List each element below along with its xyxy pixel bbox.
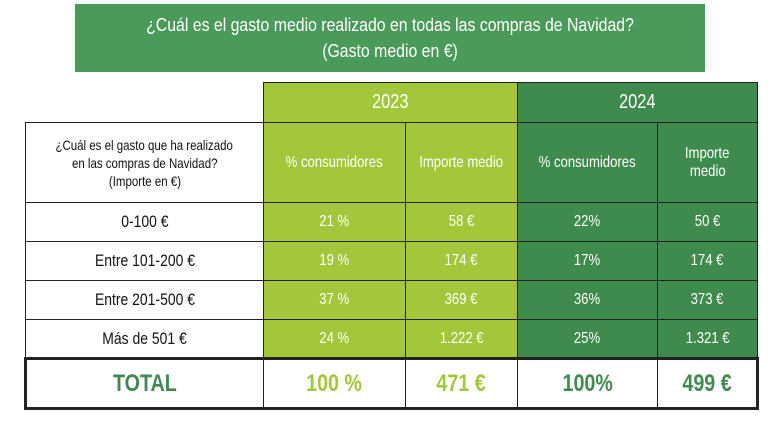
row-pct-2024: 25% <box>517 319 658 359</box>
row-pct-2024: 17% <box>517 241 658 281</box>
question-line-1: ¿Cuál es el gasto que ha realizado <box>55 136 234 153</box>
title-line-1: ¿Cuál es el gasto medio realizado en tod… <box>146 15 634 35</box>
table-row: Entre 201-500 € 37 % 369 € 36% 373 € <box>25 280 758 320</box>
spending-table: 2023 2024 ¿Cuál es el gasto que ha reali… <box>24 82 759 410</box>
table-row: Más de 501 € 24 % 1.222 € 25% 1.321 € <box>25 319 758 359</box>
row-range: Entre 201-500 € <box>25 280 264 320</box>
header-amount-2024: Importe medio <box>657 122 758 203</box>
row-range: Más de 501 € <box>25 319 264 359</box>
row-amount-2023: 369 € <box>405 280 518 320</box>
row-pct-2023: 19 % <box>263 241 406 281</box>
question-line-3: (Importe en €) <box>108 172 181 189</box>
row-amount-2024: 50 € <box>657 202 758 242</box>
total-pct-2024: 100% <box>517 357 658 410</box>
total-pct-2023: 100 % <box>263 357 406 410</box>
table-row: 0-100 € 21 % 58 € 22% 50 € <box>25 202 758 242</box>
year-header-row: 2023 2024 <box>25 82 758 123</box>
row-amount-2023: 58 € <box>405 202 518 242</box>
blank-corner <box>25 82 264 123</box>
total-amount-2023: 471 € <box>405 357 518 410</box>
table-row: Entre 101-200 € 19 % 174 € 17% 174 € <box>25 241 758 281</box>
row-range: 0-100 € <box>25 202 264 242</box>
header-pct-2024: % consumidores <box>517 122 658 203</box>
row-amount-2023: 174 € <box>405 241 518 281</box>
row-pct-2023: 24 % <box>263 319 406 359</box>
row-pct-2024: 36% <box>517 280 658 320</box>
question-header: ¿Cuál es el gasto que ha realizado en la… <box>25 122 264 203</box>
title-banner: ¿Cuál es el gasto medio realizado en tod… <box>74 4 706 72</box>
header-amount-2023: Importe medio <box>405 122 518 203</box>
row-amount-2023: 1.222 € <box>405 319 518 359</box>
row-pct-2023: 21 % <box>263 202 406 242</box>
row-range: Entre 101-200 € <box>25 241 264 281</box>
row-pct-2024: 22% <box>517 202 658 242</box>
row-pct-2023: 37 % <box>263 280 406 320</box>
year-2024-header: 2024 <box>517 82 758 123</box>
total-row: TOTAL 100 % 471 € 100% 499 € <box>24 357 759 410</box>
row-amount-2024: 1.321 € <box>657 319 758 359</box>
column-header-row: ¿Cuál es el gasto que ha realizado en la… <box>25 122 758 203</box>
title-line-2: (Gasto medio en €) <box>322 41 458 61</box>
row-amount-2024: 174 € <box>657 241 758 281</box>
total-amount-2024: 499 € <box>657 357 759 410</box>
question-line-2: en las compras de Navidad? <box>71 154 218 171</box>
row-amount-2024: 373 € <box>657 280 758 320</box>
total-label: TOTAL <box>24 357 264 410</box>
header-pct-2023: % consumidores <box>263 122 406 203</box>
year-2023-header: 2023 <box>263 82 518 123</box>
